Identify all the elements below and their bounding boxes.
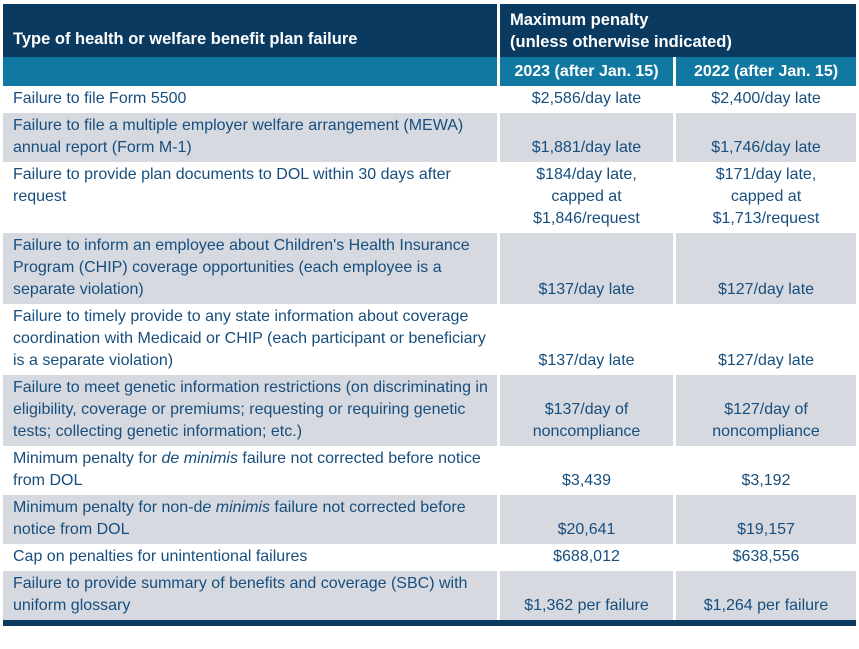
table-row: Failure to inform an employee about Chil… — [3, 233, 857, 304]
failure-text: Failure to file a multiple employer welf… — [13, 117, 464, 156]
penalty-2022-cell: $2,400/day late — [673, 86, 857, 113]
failure-text: Cap on penalties for unintentional failu… — [13, 548, 308, 565]
penalty-2023-cell: $20,641 — [497, 495, 673, 544]
table-row: Minimum penalty for non-de minimis failu… — [3, 495, 857, 544]
table-row: Minimum penalty for de minimis failure n… — [3, 446, 857, 495]
failure-text: Failure to timely provide to any state i… — [13, 308, 486, 369]
failure-text: failure not corrected before notice from… — [13, 499, 466, 538]
subheader-2022: 2022 (after Jan. 15) — [673, 57, 857, 86]
penalty-2023-cell: $184/day late, capped at $1,846/request — [497, 162, 673, 233]
penalty-2023-cell: $688,012 — [497, 544, 673, 571]
subheader-row: 2023 (after Jan. 15) 2022 (after Jan. 15… — [3, 57, 857, 86]
penalty-2023-cell: $1,362 per failure — [497, 571, 673, 620]
penalty-table-page: Type of health or welfare benefit plan f… — [3, 4, 857, 626]
header-maximum-penalty: Maximum penalty (unless otherwise indica… — [497, 4, 857, 57]
penalty-2022-cell: $171/day late, capped at $1,713/request — [673, 162, 857, 233]
penalty-2022-cell: $638,556 — [673, 544, 857, 571]
failure-text: Minimum penalty for — [13, 450, 162, 467]
penalty-2022-cell: $127/day late — [673, 304, 857, 375]
failure-description-cell: Failure to file a multiple employer welf… — [3, 113, 497, 162]
failure-description-cell: Cap on penalties for unintentional failu… — [3, 544, 497, 571]
penalty-2022-cell: $19,157 — [673, 495, 857, 544]
failure-description-cell: Failure to timely provide to any state i… — [3, 304, 497, 375]
bottom-accent-bar — [3, 620, 856, 626]
table-row: Failure to provide summary of benefits a… — [3, 571, 857, 620]
failure-description-cell: Failure to provide summary of benefits a… — [3, 571, 497, 620]
header-row: Type of health or welfare benefit plan f… — [3, 4, 857, 57]
penalty-2023-cell: $1,881/day late — [497, 113, 673, 162]
failure-text: Minimum penalty for non-d — [13, 499, 203, 516]
subheader-empty-cell — [3, 57, 497, 86]
failure-text: failure not corrected before notice from… — [13, 450, 481, 489]
failure-text-italic: de minimis — [161, 450, 238, 467]
failure-text: Failure to provide plan documents to DOL… — [13, 166, 451, 205]
penalty-2023-cell: $2,586/day late — [497, 86, 673, 113]
failure-description-cell: Failure to provide plan documents to DOL… — [3, 162, 497, 233]
header-type-of-failure: Type of health or welfare benefit plan f… — [3, 4, 497, 57]
penalty-2022-cell: $3,192 — [673, 446, 857, 495]
table-header: Type of health or welfare benefit plan f… — [3, 4, 857, 86]
failure-description-cell: Failure to meet genetic information rest… — [3, 375, 497, 446]
failure-description-cell: Minimum penalty for de minimis failure n… — [3, 446, 497, 495]
penalty-2022-cell: $1,264 per failure — [673, 571, 857, 620]
failure-text: Failure to meet genetic information rest… — [13, 379, 488, 440]
table-row: Cap on penalties for unintentional failu… — [3, 544, 857, 571]
failure-description-cell: Failure to inform an employee about Chil… — [3, 233, 497, 304]
penalty-2023-cell: $3,439 — [497, 446, 673, 495]
table-body: Failure to file Form 5500 $2,586/day late… — [3, 86, 857, 620]
penalty-table: Type of health or welfare benefit plan f… — [3, 4, 857, 620]
table-row: Failure to timely provide to any state i… — [3, 304, 857, 375]
penalty-2023-cell: $137/day of noncompliance — [497, 375, 673, 446]
failure-text: Failure to file Form 5500 — [13, 90, 187, 107]
failure-text: Failure to provide summary of benefits a… — [13, 575, 468, 614]
failure-text: Failure to inform an employee about Chil… — [13, 237, 470, 298]
penalty-2022-cell: $127/day late — [673, 233, 857, 304]
failure-description-cell: Failure to file Form 5500 — [3, 86, 497, 113]
failure-description-cell: Minimum penalty for non-de minimis failu… — [3, 495, 497, 544]
failure-text-italic: e minimis — [202, 499, 270, 516]
penalty-2022-cell: $1,746/day late — [673, 113, 857, 162]
penalty-2022-cell: $127/day of noncompliance — [673, 375, 857, 446]
table-row: Failure to provide plan documents to DOL… — [3, 162, 857, 233]
table-row: Failure to file a multiple employer welf… — [3, 113, 857, 162]
subheader-2023: 2023 (after Jan. 15) — [497, 57, 673, 86]
penalty-2023-cell: $137/day late — [497, 233, 673, 304]
table-row: Failure to meet genetic information rest… — [3, 375, 857, 446]
table-row: Failure to file Form 5500 $2,586/day late… — [3, 86, 857, 113]
penalty-2023-cell: $137/day late — [497, 304, 673, 375]
